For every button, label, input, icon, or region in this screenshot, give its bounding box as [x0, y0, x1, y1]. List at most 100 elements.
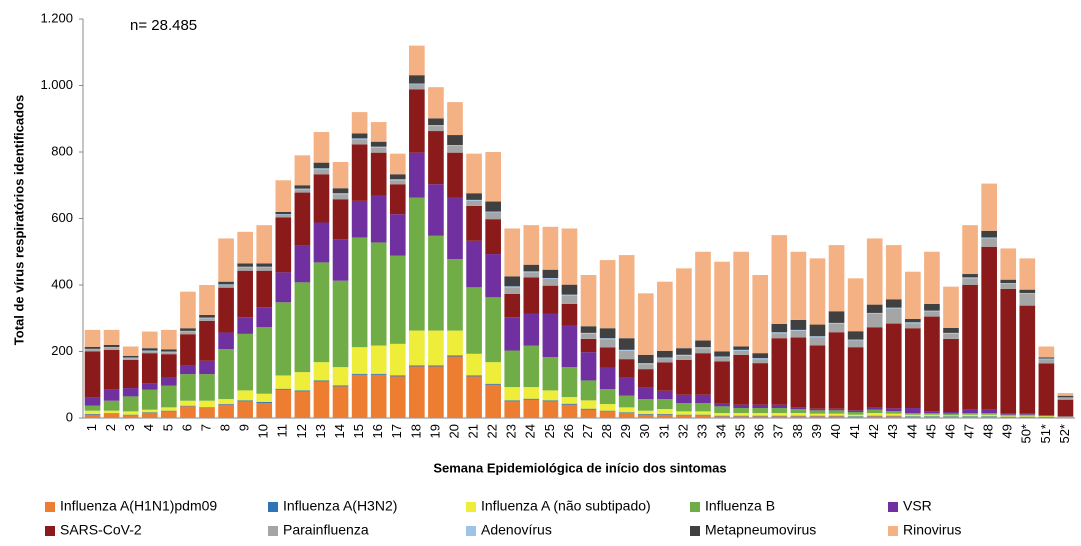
x-tick-label: 11 [275, 424, 290, 438]
bar-segment [237, 400, 253, 401]
bar-segment [523, 399, 539, 400]
bar-segment [237, 267, 253, 268]
bar-segment [256, 403, 272, 418]
bar-segment [523, 277, 539, 314]
bar-segment [161, 407, 177, 410]
bar-segment [562, 304, 578, 326]
bar-segment [657, 415, 673, 418]
bar-segment [333, 385, 349, 386]
bar-segment [543, 314, 559, 357]
x-tick-label: 33 [694, 424, 709, 438]
bar-segment [733, 416, 749, 417]
bar-segment [1019, 258, 1035, 289]
bar-segment [314, 381, 330, 418]
bar-segment [867, 416, 883, 417]
x-tick-label: 17 [389, 424, 404, 438]
bar-segment [142, 348, 158, 350]
x-tick-label: 42 [866, 424, 881, 438]
legend-swatch [45, 526, 55, 536]
bar-segment [676, 403, 692, 411]
x-tick-label: 49 [1000, 424, 1015, 438]
bar-segment [886, 414, 902, 416]
bar-segment [1039, 347, 1055, 358]
bar-segment [905, 328, 921, 408]
bar-segment [447, 146, 463, 153]
bar-segment [962, 416, 978, 417]
bar-segment [523, 314, 539, 346]
bar-segment [256, 271, 272, 308]
bar-segment [161, 411, 177, 418]
bar-segment [428, 126, 444, 131]
bar-segment [295, 193, 311, 246]
bar-segment [1019, 415, 1035, 416]
bar-segment [199, 318, 215, 321]
bar-segment [905, 417, 921, 418]
bar-segment [562, 228, 578, 284]
bar-segment [237, 401, 253, 418]
bar-segment [142, 332, 158, 349]
bar-segment [714, 403, 730, 406]
bar-segment [962, 285, 978, 410]
bar-segment [295, 185, 311, 188]
bar-segment [352, 375, 368, 418]
bar-segment [676, 356, 692, 360]
bar-segment [447, 331, 463, 356]
bar-segment [161, 354, 177, 377]
x-tick-label: 15 [351, 424, 366, 438]
bar-segment [256, 267, 272, 268]
bar-segment [733, 408, 749, 413]
bar-segment [619, 359, 635, 377]
x-tick-label: 12 [294, 424, 309, 438]
bar-segment [657, 391, 673, 399]
bar-segment [104, 330, 120, 345]
bar-segment [161, 350, 177, 352]
bar-segment [1000, 289, 1016, 414]
bar-segment [161, 330, 177, 350]
bar-segment [371, 375, 387, 418]
bar-segment [123, 356, 139, 358]
bar-segment [714, 361, 730, 403]
bar-segment [562, 296, 578, 304]
bar-segment [810, 346, 826, 409]
bar-segment [905, 408, 921, 413]
bar-segment [409, 365, 425, 366]
bar-segment [275, 212, 291, 214]
x-tick-label: 43 [885, 424, 900, 438]
x-tick-label: 48 [981, 424, 996, 438]
bar-segment [867, 413, 883, 416]
bar-segment [390, 174, 406, 179]
bar-segment [886, 245, 902, 299]
bar-segment [543, 278, 559, 279]
bar-segment [543, 357, 559, 390]
bar-segment [752, 405, 768, 408]
bar-segment [485, 362, 501, 384]
bar-segment [733, 350, 749, 351]
legend-swatch [466, 526, 476, 536]
bar-segment [523, 400, 539, 418]
bar-segment [562, 295, 578, 296]
bar-segment [409, 89, 425, 152]
bar-segment [1000, 415, 1016, 416]
bar-segment [829, 414, 845, 416]
bar-segment [1039, 416, 1055, 417]
bar-segment [981, 184, 997, 231]
x-tick-label: 9 [237, 424, 252, 431]
bar-segment [924, 415, 940, 417]
x-tick-label: 46 [942, 424, 957, 438]
bar-segment [371, 346, 387, 374]
bar-segment [943, 415, 959, 416]
bar-segment [256, 327, 272, 394]
bar-segment [428, 125, 444, 126]
x-tick-label: 28 [599, 424, 614, 438]
bar-segment [104, 413, 120, 414]
bar-segment [771, 405, 787, 408]
legend-label: Rinovirus [903, 522, 961, 538]
bar-segment [85, 330, 101, 347]
y-tick-label: 400 [51, 276, 73, 291]
x-tick-label: 20 [446, 424, 461, 438]
bar-segment [199, 407, 215, 408]
bar-segment [371, 148, 387, 153]
x-tick-label: 5 [160, 424, 175, 431]
bar-segment [562, 285, 578, 295]
bar-segment [733, 252, 749, 347]
